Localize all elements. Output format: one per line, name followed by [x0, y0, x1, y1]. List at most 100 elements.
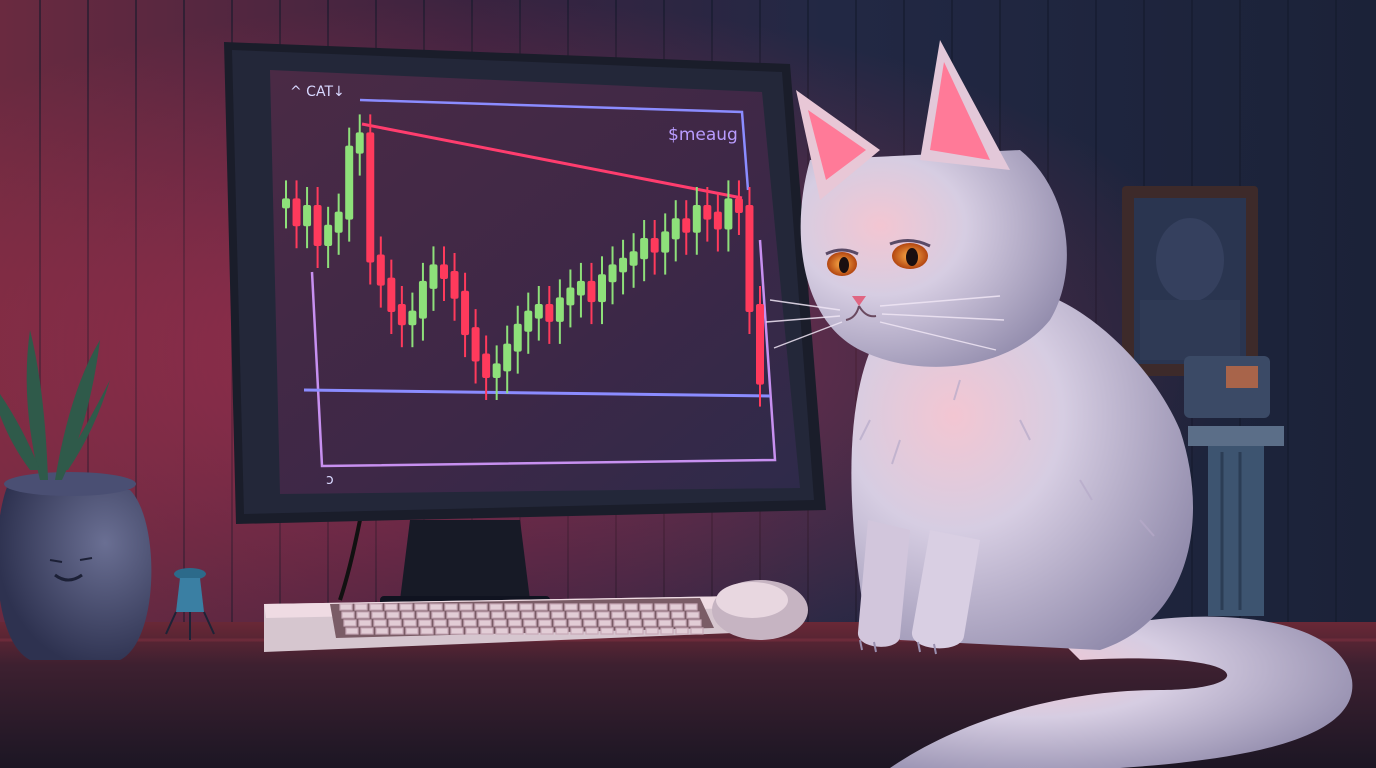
key: [641, 611, 655, 619]
candle-down: [292, 198, 301, 227]
key: [416, 611, 430, 619]
key: [523, 619, 537, 627]
cat-front-leg-left: [857, 520, 910, 647]
monitor: [224, 42, 826, 524]
key: [429, 603, 443, 611]
key: [643, 619, 657, 627]
key: [495, 627, 509, 635]
key: [615, 627, 629, 635]
key: [690, 627, 704, 635]
candle-up: [661, 231, 670, 253]
side-table: [1184, 356, 1284, 616]
cat-tail: [890, 616, 1353, 768]
key: [446, 611, 460, 619]
key: [444, 603, 458, 611]
mouse: [712, 580, 808, 640]
key: [534, 603, 548, 611]
cat: [765, 40, 1353, 768]
candle-up: [524, 310, 533, 332]
candle-up: [408, 310, 417, 326]
candle-up: [576, 280, 585, 296]
key: [373, 619, 387, 627]
key: [669, 603, 683, 611]
plant-leaves: [0, 330, 110, 480]
key: [341, 611, 355, 619]
key: [688, 619, 702, 627]
chart-frame: [310, 239, 777, 468]
cat-whiskers: [765, 295, 1005, 351]
key: [461, 611, 475, 619]
key: [403, 619, 417, 627]
key: [594, 603, 608, 611]
screen-corner-mark: ᴐ: [326, 472, 334, 488]
key: [564, 603, 578, 611]
key: [506, 611, 520, 619]
key: [508, 619, 522, 627]
key: [540, 627, 554, 635]
key: [609, 603, 623, 611]
key: [598, 619, 612, 627]
candle-up: [355, 132, 364, 154]
candle-up: [608, 264, 617, 283]
key: [369, 603, 383, 611]
key: [579, 603, 593, 611]
key: [390, 627, 404, 635]
key: [459, 603, 473, 611]
key: [628, 619, 642, 627]
key: [420, 627, 434, 635]
key: [553, 619, 567, 627]
candle-up: [598, 274, 606, 303]
key: [686, 611, 700, 619]
keyboard: [264, 596, 758, 652]
key: [489, 603, 503, 611]
key: [375, 627, 389, 635]
candle-up: [671, 218, 680, 240]
key: [675, 627, 689, 635]
key: [399, 603, 413, 611]
key: [525, 627, 539, 635]
key: [463, 619, 477, 627]
key: [555, 627, 569, 635]
cat-front-leg-right: [911, 530, 980, 649]
candle-up: [640, 238, 649, 260]
key: [510, 627, 524, 635]
key: [551, 611, 565, 619]
candle-down: [703, 205, 712, 220]
cat-ear-left-inner: [808, 110, 866, 180]
key: [450, 627, 464, 635]
key: [476, 611, 490, 619]
small-figurine: [165, 568, 215, 640]
screen-label-right: $meaug: [668, 125, 738, 145]
candle-up: [692, 205, 701, 233]
key: [568, 619, 582, 627]
key: [684, 603, 698, 611]
key: [536, 611, 550, 619]
candle-up: [418, 280, 427, 319]
support-line: [303, 388, 771, 398]
chart-frame-top: [359, 98, 750, 191]
key: [386, 611, 400, 619]
key: [645, 627, 659, 635]
candles: [282, 114, 764, 407]
candle-up: [334, 211, 343, 233]
key: [658, 619, 672, 627]
candle-down: [461, 290, 470, 336]
key: [639, 603, 653, 611]
key: [414, 603, 428, 611]
key: [673, 619, 687, 627]
key: [611, 611, 625, 619]
key: [626, 611, 640, 619]
key: [660, 627, 674, 635]
cat-head: [800, 150, 1067, 367]
key: [343, 619, 357, 627]
key: [566, 611, 580, 619]
key: [549, 603, 563, 611]
candle-down: [471, 327, 480, 362]
candle-down: [745, 205, 754, 312]
key: [448, 619, 462, 627]
key: [433, 619, 447, 627]
candle-down: [713, 211, 722, 230]
candle-up: [282, 198, 290, 209]
trend-line: [361, 122, 743, 200]
candle-up: [619, 257, 628, 273]
